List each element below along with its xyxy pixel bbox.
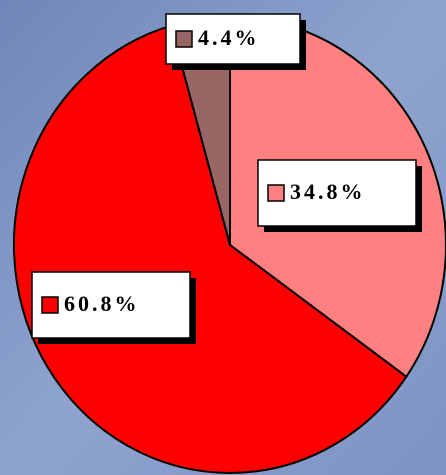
data-label: 4.4%: [198, 25, 260, 50]
data-label: 60.8%: [64, 291, 140, 316]
label-swatch: [267, 184, 285, 202]
pie-slice: [13, 24, 408, 474]
label-swatch: [41, 296, 59, 314]
label-swatch: [175, 30, 193, 48]
data-label: 34.8%: [290, 179, 366, 204]
